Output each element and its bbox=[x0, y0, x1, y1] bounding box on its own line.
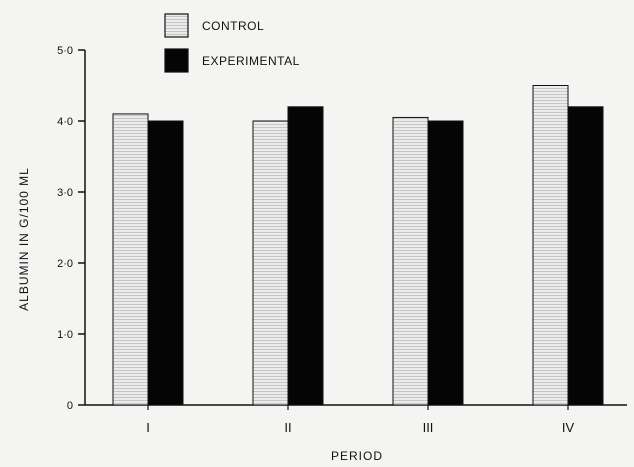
y-tick-label: 2·0 bbox=[57, 258, 73, 270]
y-tick-label: 0 bbox=[67, 400, 73, 412]
bar-experimental-iv bbox=[567, 106, 604, 406]
legend-label-experimental: EXPERIMENTAL bbox=[202, 54, 300, 68]
bar-control-ii bbox=[252, 120, 289, 406]
y-tick-label: 4·0 bbox=[57, 116, 73, 128]
y-tick-label: 5·0 bbox=[57, 45, 73, 57]
legend-swatch-experimental bbox=[164, 48, 189, 73]
x-tick-label: I bbox=[146, 420, 150, 435]
y-axis-label: ALBUMIN IN G/100 ML bbox=[17, 167, 31, 311]
legend: CONTROL EXPERIMENTAL bbox=[164, 13, 300, 73]
bar-control-i bbox=[112, 113, 149, 406]
bar-experimental-ii bbox=[287, 106, 324, 406]
y-ticks: 0 1·0 2·0 3·0 4·0 5·0 bbox=[57, 45, 85, 412]
x-axis-label: PERIOD bbox=[331, 449, 383, 463]
bar-control-iv bbox=[532, 85, 569, 406]
bar-control-iii bbox=[392, 116, 429, 406]
legend-swatch-control bbox=[164, 13, 189, 38]
bars bbox=[112, 85, 604, 406]
x-tick-label: II bbox=[284, 420, 291, 435]
y-tick-label: 1·0 bbox=[57, 329, 73, 341]
x-ticks: I II III IV bbox=[146, 405, 574, 435]
x-tick-label: IV bbox=[562, 420, 575, 435]
bar-experimental-i bbox=[147, 120, 184, 406]
x-tick-label: III bbox=[423, 420, 434, 435]
bar-experimental-iii bbox=[427, 120, 464, 406]
legend-label-control: CONTROL bbox=[202, 19, 264, 33]
y-tick-label: 3·0 bbox=[57, 187, 73, 199]
